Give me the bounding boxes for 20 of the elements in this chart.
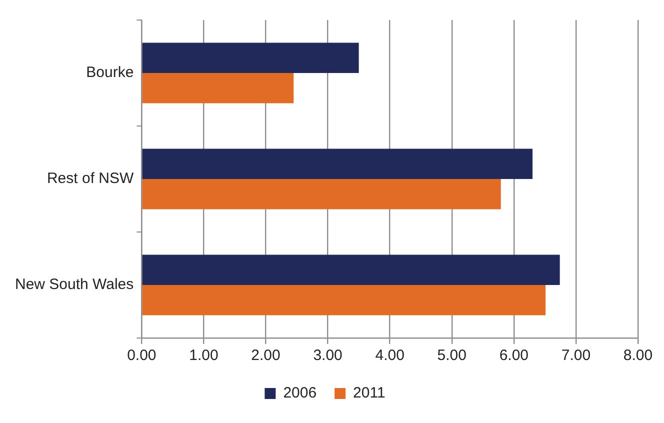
x-tick-label: 5.00 xyxy=(437,347,466,364)
bar xyxy=(142,179,501,210)
bar xyxy=(142,285,546,316)
x-tick-label: 4.00 xyxy=(375,347,404,364)
legend-label: 2006 xyxy=(283,384,317,402)
x-tick-label: 7.00 xyxy=(561,347,591,364)
y-tick-label: New South Wales xyxy=(14,276,134,294)
legend-label: 2011 xyxy=(353,384,386,402)
bar xyxy=(142,42,359,73)
y-tick-label: Bourke xyxy=(86,64,134,82)
bar xyxy=(142,148,533,179)
x-tick-label: 1.00 xyxy=(189,347,218,364)
x-tick-label: 0.00 xyxy=(127,347,156,364)
x-tick-label: 8.00 xyxy=(623,347,653,364)
y-tick-label: Rest of NSW xyxy=(46,170,134,188)
x-tick-label: 6.00 xyxy=(499,347,529,364)
x-tick-label: 2.00 xyxy=(251,347,280,364)
bar xyxy=(142,254,560,285)
x-tick-label: 3.00 xyxy=(313,347,342,364)
bar xyxy=(142,73,294,104)
